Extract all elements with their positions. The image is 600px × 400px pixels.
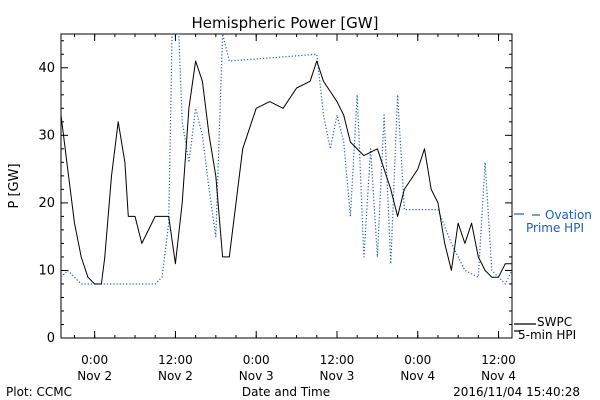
plot-frame xyxy=(60,33,513,339)
chart-title: Hemispheric Power [GW] xyxy=(192,14,379,32)
footer-credit: Plot: CCMC xyxy=(6,385,72,399)
x-tick-label-time: 12:00 xyxy=(320,353,355,367)
x-tick-label-date: Nov 4 xyxy=(400,369,435,383)
y-tick-label: 20 xyxy=(38,196,55,211)
series-line-ovation xyxy=(60,33,513,285)
legend-swpc-line2: 5-min HPI xyxy=(518,328,576,342)
series-line-swpc xyxy=(60,60,512,285)
y-tick-label: 0 xyxy=(47,331,55,346)
x-tick-label-time: 0:00 xyxy=(81,353,108,367)
x-axis: 0:00 Nov 2 12:00 Nov 2 0:00 Nov 3 12:00 Nov 3 0:… xyxy=(73,34,516,383)
x-axis-label: Date and Time xyxy=(242,385,330,399)
y-axis-label: P [GW] xyxy=(7,163,22,208)
legend-ovation-line1: Ovation xyxy=(545,208,592,222)
y-tick-label: 40 xyxy=(38,61,55,76)
x-tick-label-date: Nov 3 xyxy=(320,369,355,383)
legend-swpc: SWPC 5-min HPI xyxy=(514,315,576,342)
y-axis: 0 10 20 30 40 xyxy=(38,40,512,346)
legend-swpc-line1: SWPC xyxy=(537,315,572,329)
footer-timestamp: 2016/11/04 15:40:28 xyxy=(453,385,580,399)
x-tick-label-date: Nov 4 xyxy=(481,369,516,383)
x-tick-label-time: 0:00 xyxy=(404,353,431,367)
x-tick-label-date: Nov 3 xyxy=(239,369,274,383)
legend-ovation: Ovation Prime HPI xyxy=(514,208,592,235)
y-tick-label: 30 xyxy=(38,128,55,143)
x-tick-label-time: 12:00 xyxy=(158,353,193,367)
legend-ovation-line2: Prime HPI xyxy=(526,221,584,235)
y-tick-label: 10 xyxy=(38,263,55,278)
x-tick-label-time: 12:00 xyxy=(481,353,516,367)
x-tick-label-date: Nov 2 xyxy=(77,369,112,383)
series-layer xyxy=(60,33,513,285)
x-tick-label-date: Nov 2 xyxy=(158,369,193,383)
x-tick-label-time: 0:00 xyxy=(243,353,270,367)
